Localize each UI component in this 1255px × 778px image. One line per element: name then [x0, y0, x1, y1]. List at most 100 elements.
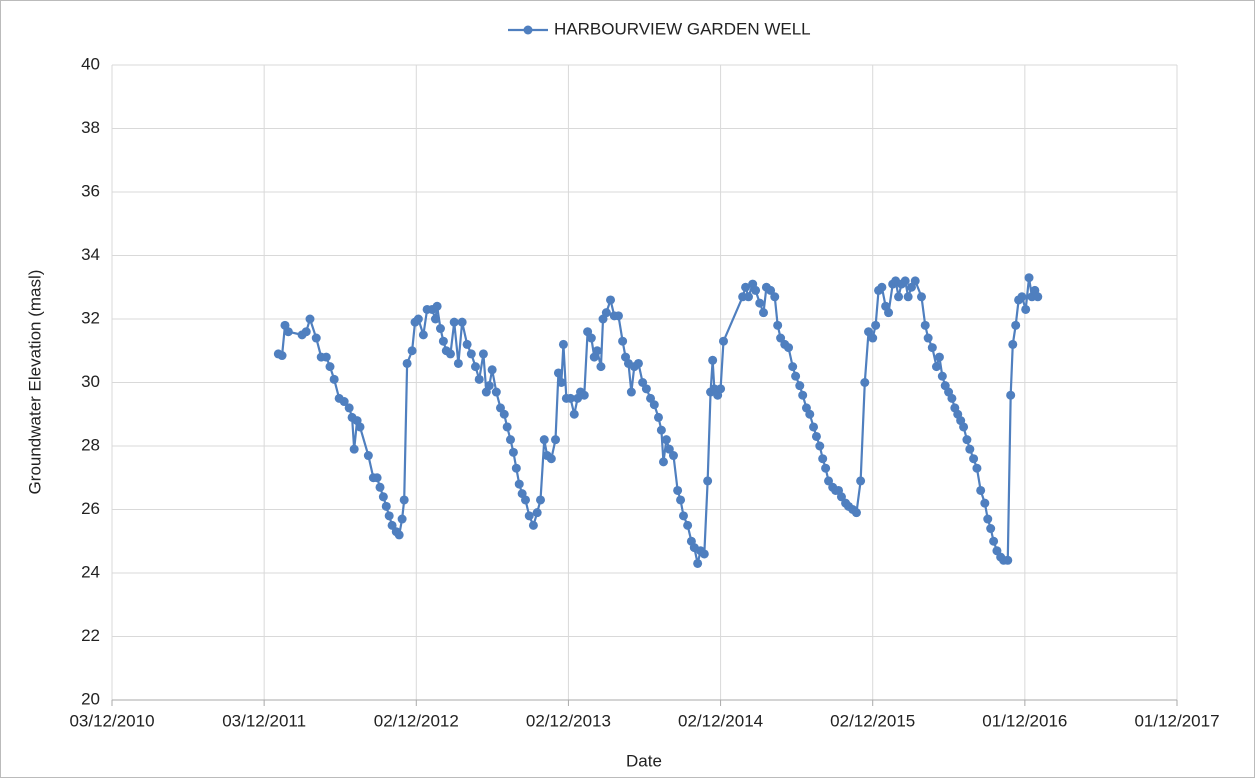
data-point	[466, 349, 476, 359]
data-point	[864, 327, 874, 337]
data-point	[743, 292, 753, 302]
data-point	[508, 447, 518, 457]
y-axis-label: Groundwater Elevation (masl)	[25, 270, 44, 495]
x-tick-label: 02/12/2013	[526, 711, 611, 730]
x-tick-label: 01/12/2016	[982, 711, 1067, 730]
x-tick-label: 03/12/2010	[69, 711, 154, 730]
y-tick-label: 32	[81, 308, 100, 327]
data-point	[551, 435, 561, 445]
data-point	[626, 387, 636, 397]
data-point	[372, 473, 382, 483]
data-point	[505, 435, 515, 445]
data-point	[784, 343, 794, 353]
x-tick-label: 01/12/2017	[1134, 711, 1219, 730]
data-point	[809, 422, 819, 432]
data-point	[487, 365, 497, 375]
data-point	[430, 314, 440, 324]
data-point	[344, 403, 354, 413]
y-tick-label: 24	[81, 562, 100, 581]
y-tick-label: 36	[81, 181, 100, 200]
data-point	[462, 339, 472, 349]
data-point	[805, 409, 815, 419]
data-point	[976, 485, 986, 495]
data-point	[539, 435, 549, 445]
legend-marker	[523, 25, 533, 35]
data-point	[553, 368, 563, 378]
data-point	[613, 311, 623, 321]
data-point	[499, 409, 509, 419]
data-point	[484, 381, 494, 391]
data-point	[818, 454, 828, 464]
data-point	[381, 501, 391, 511]
data-point	[502, 422, 512, 432]
data-point	[972, 463, 982, 473]
data-point	[923, 333, 933, 343]
data-point	[658, 457, 668, 467]
data-point	[596, 362, 606, 372]
data-point	[773, 320, 783, 330]
data-point	[836, 492, 846, 502]
data-point	[980, 498, 990, 508]
y-tick-label: 20	[81, 689, 100, 708]
x-axis-label: Date	[626, 751, 662, 770]
data-point	[394, 530, 404, 540]
data-point	[931, 362, 941, 372]
data-point	[661, 435, 671, 445]
y-tick-label: 38	[81, 118, 100, 137]
data-point	[664, 444, 674, 454]
data-point	[470, 362, 480, 372]
data-point	[766, 285, 776, 295]
data-point	[678, 511, 688, 521]
data-point	[770, 292, 780, 302]
data-point	[916, 292, 926, 302]
y-tick-label: 34	[81, 245, 100, 264]
data-point	[432, 301, 442, 311]
data-point	[329, 374, 339, 384]
data-point	[413, 314, 423, 324]
data-point	[649, 400, 659, 410]
data-point	[903, 292, 913, 302]
data-point	[363, 451, 373, 461]
y-tick-label: 26	[81, 499, 100, 518]
data-point	[1024, 273, 1034, 283]
data-point	[399, 495, 409, 505]
data-point	[457, 317, 467, 327]
data-point	[606, 295, 616, 305]
data-point	[569, 409, 579, 419]
data-point	[798, 390, 808, 400]
data-point	[811, 431, 821, 441]
data-point	[339, 397, 349, 407]
y-tick-label: 22	[81, 626, 100, 645]
data-point	[402, 358, 412, 368]
y-tick-label: 28	[81, 435, 100, 454]
data-point	[947, 393, 957, 403]
x-tick-label: 03/12/2011	[222, 711, 306, 730]
data-point	[900, 276, 910, 286]
data-point	[453, 358, 463, 368]
data-point	[693, 558, 703, 568]
data-point	[556, 378, 566, 387]
data-point	[910, 276, 920, 286]
data-point	[592, 346, 602, 356]
data-point	[824, 476, 834, 486]
data-point	[1008, 339, 1018, 349]
x-tick-label: 02/12/2014	[678, 711, 763, 730]
data-point	[877, 282, 887, 292]
data-point	[566, 393, 576, 403]
data-point	[579, 390, 589, 400]
data-point	[311, 333, 321, 343]
data-point	[387, 520, 397, 530]
y-tick-label: 30	[81, 372, 100, 391]
data-point	[868, 333, 878, 343]
x-tick-label: 02/12/2015	[830, 711, 915, 730]
data-point	[741, 282, 751, 292]
data-point	[795, 381, 805, 391]
data-point	[894, 292, 904, 302]
data-point	[856, 476, 866, 486]
data-point	[815, 441, 825, 451]
data-point	[511, 463, 521, 473]
data-point	[532, 508, 542, 518]
data-point	[536, 495, 546, 505]
data-point	[528, 520, 538, 530]
